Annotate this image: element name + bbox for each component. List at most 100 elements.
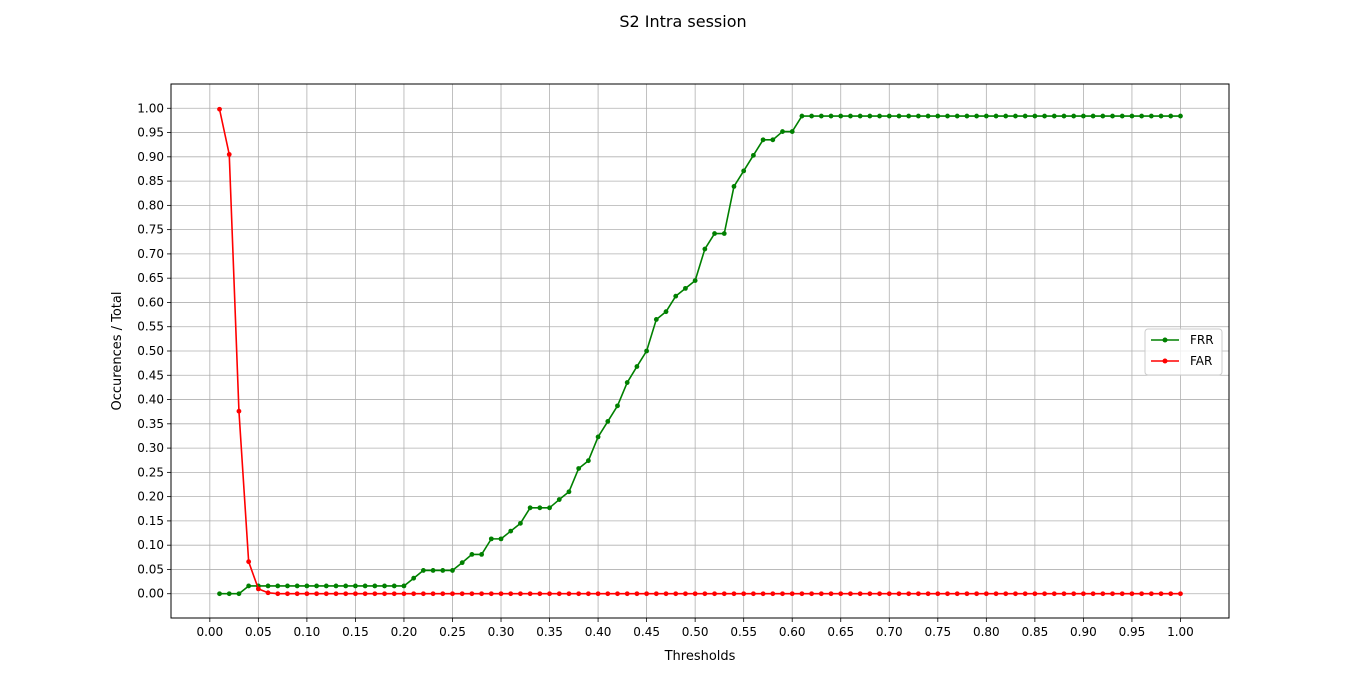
- data-point-far: [692, 591, 698, 597]
- y-axis-ticks: 0.00 0.05 0.10 0.15 0.20 0.25 0.30 0.35 0.40 0.45…: [137, 101, 171, 601]
- series-line-frr: [219, 115, 1181, 595]
- data-point-far: [537, 591, 543, 597]
- data-point-frr: [353, 583, 358, 589]
- data-point-far: [770, 591, 776, 597]
- data-point-frr: [556, 497, 562, 502]
- data-point-far: [1090, 591, 1096, 597]
- data-point-frr: [382, 583, 387, 589]
- data-point-far: [683, 591, 688, 597]
- data-point-frr: [925, 113, 931, 119]
- y-tick-label: 0.25: [137, 465, 164, 479]
- y-tick-label: 0.00: [137, 587, 164, 601]
- data-point-far: [420, 591, 426, 597]
- data-point-far: [595, 591, 601, 597]
- data-point-frr: [867, 113, 873, 119]
- y-tick-label: 0.65: [137, 271, 164, 285]
- data-point-frr: [1022, 113, 1028, 119]
- data-point-frr: [741, 168, 747, 174]
- x-axis-label: Thresholds: [664, 649, 736, 664]
- data-point-far: [780, 591, 785, 597]
- data-point-far: [265, 590, 271, 596]
- data-point-frr: [333, 583, 339, 589]
- y-tick-label: 0.80: [137, 198, 164, 212]
- data-point-far: [1158, 591, 1164, 597]
- legend-label-far: FAR: [1190, 354, 1212, 368]
- data-point-frr: [896, 113, 902, 119]
- data-point-frr: [1013, 113, 1018, 119]
- data-point-far: [508, 591, 514, 597]
- data-point-far: [1071, 591, 1077, 597]
- data-point-frr: [974, 113, 980, 119]
- data-point-far: [246, 559, 252, 565]
- data-point-far: [653, 591, 659, 597]
- data-point-far: [750, 591, 756, 597]
- legend-marker-far: [1162, 358, 1168, 364]
- data-point-frr: [440, 568, 446, 573]
- data-point-frr: [1071, 113, 1077, 119]
- data-point-far: [741, 591, 747, 597]
- data-point-far: [382, 591, 387, 597]
- data-point-frr: [653, 317, 659, 322]
- x-tick-label: 0.00: [196, 625, 223, 639]
- data-point-far: [818, 591, 824, 597]
- data-point-frr: [1032, 113, 1038, 119]
- x-tick-label: 0.55: [730, 625, 757, 639]
- data-point-frr: [624, 380, 630, 385]
- data-point-frr: [304, 583, 310, 589]
- data-point-frr: [1042, 113, 1047, 119]
- x-tick-label: 0.20: [391, 625, 418, 639]
- data-point-frr: [294, 583, 300, 589]
- data-point-frr: [964, 113, 970, 119]
- x-tick-label: 0.50: [682, 625, 709, 639]
- data-point-far: [605, 591, 611, 597]
- data-point-frr: [420, 568, 426, 573]
- data-point-frr: [1110, 113, 1115, 119]
- data-point-frr: [770, 137, 776, 143]
- data-point-far: [799, 591, 805, 597]
- data-point-far: [721, 591, 727, 597]
- data-point-frr: [595, 434, 601, 440]
- data-point-far: [634, 591, 640, 597]
- data-point-frr: [877, 113, 882, 119]
- data-point-frr: [323, 583, 329, 589]
- data-point-far: [886, 591, 892, 597]
- data-point-far: [527, 591, 533, 597]
- data-point-frr: [585, 458, 591, 464]
- data-point-frr: [906, 113, 912, 119]
- data-point-far: [615, 591, 620, 597]
- x-tick-label: 0.05: [245, 625, 272, 639]
- data-point-frr: [236, 591, 242, 597]
- series-frr: [217, 113, 1183, 597]
- data-point-far: [915, 591, 921, 597]
- data-point-frr: [450, 568, 455, 573]
- data-point-frr: [809, 113, 815, 119]
- data-point-far: [954, 591, 960, 597]
- y-tick-label: 0.70: [137, 247, 164, 261]
- data-point-frr: [857, 113, 863, 119]
- data-point-frr: [372, 583, 378, 589]
- data-point-frr: [469, 552, 475, 557]
- data-point-frr: [605, 418, 611, 424]
- data-point-frr: [634, 364, 640, 369]
- data-point-far: [673, 591, 679, 597]
- data-point-far: [1119, 591, 1125, 597]
- data-point-far: [372, 591, 378, 597]
- x-tick-label: 0.95: [1119, 625, 1146, 639]
- data-point-frr: [644, 348, 650, 354]
- data-point-far: [809, 591, 815, 597]
- data-point-frr: [391, 583, 397, 589]
- data-point-far: [624, 591, 630, 597]
- data-point-frr: [459, 560, 465, 566]
- x-tick-label: 0.10: [294, 625, 321, 639]
- data-point-frr: [518, 520, 523, 526]
- data-point-frr: [411, 575, 417, 581]
- data-point-far: [236, 408, 242, 414]
- data-point-frr: [498, 536, 504, 542]
- data-point-frr: [1158, 113, 1164, 119]
- data-point-far: [314, 591, 319, 597]
- data-point-frr: [508, 528, 514, 534]
- data-point-frr: [430, 568, 436, 573]
- data-point-far: [576, 591, 582, 597]
- y-tick-label: 0.60: [137, 295, 164, 309]
- data-point-far: [838, 591, 844, 597]
